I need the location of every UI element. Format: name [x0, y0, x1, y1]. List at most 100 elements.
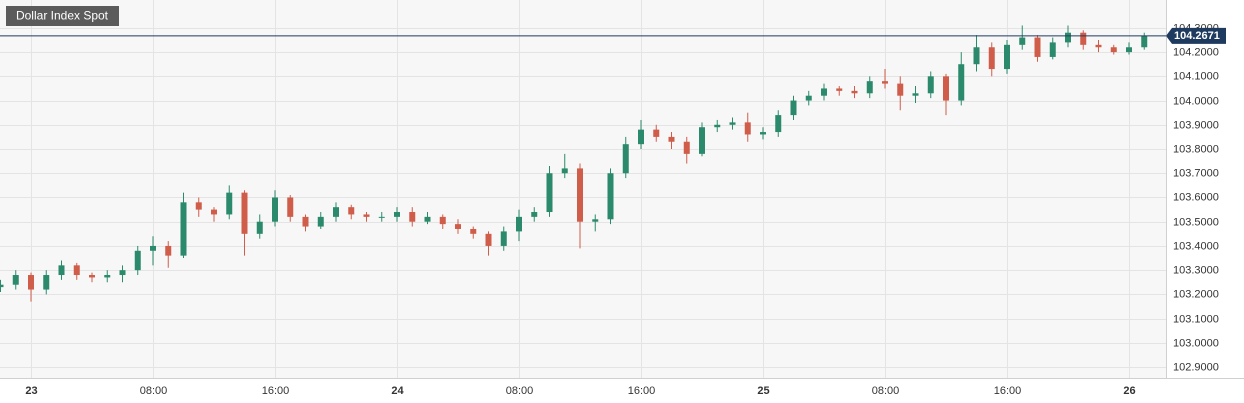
- candle-body: [1110, 47, 1117, 53]
- x-tick-label: 08:00: [506, 385, 534, 397]
- candle-body: [1126, 47, 1132, 53]
- candle-body: [1019, 37, 1026, 45]
- candle-body: [790, 100, 797, 116]
- title-box: [6, 6, 119, 26]
- candle-body: [683, 141, 690, 154]
- candle-body: [256, 221, 263, 234]
- y-tick-label: 103.4000: [1173, 240, 1219, 252]
- last-price-box: [1166, 27, 1226, 44]
- x-tick-label: 26: [1123, 385, 1135, 397]
- candle-body: [607, 173, 614, 220]
- candle-body: [531, 212, 538, 217]
- candle-body: [394, 212, 400, 217]
- candle-body: [211, 209, 217, 215]
- candle-body: [287, 197, 294, 217]
- candle-body: [73, 265, 80, 276]
- y-tick-label: 103.6000: [1173, 191, 1219, 203]
- candle-body: [775, 115, 782, 133]
- y-tick-label: 103.0000: [1173, 337, 1219, 349]
- x-tick-label: 25: [757, 385, 769, 397]
- candle-body: [836, 88, 843, 91]
- candle-body: [729, 122, 736, 125]
- candle-body: [12, 275, 19, 285]
- candle-body: [500, 231, 507, 246]
- y-tick-label: 103.7000: [1173, 167, 1219, 179]
- chart-title: Dollar Index Spot: [16, 9, 109, 23]
- candle-body: [363, 214, 370, 217]
- candle-body: [577, 168, 583, 222]
- candle-body: [714, 124, 721, 128]
- x-tick-label: 08:00: [872, 385, 900, 397]
- candle-body: [622, 144, 629, 174]
- candle-body: [638, 129, 644, 145]
- candle-body: [134, 250, 141, 271]
- candle-body: [89, 275, 95, 278]
- candle-body: [927, 76, 934, 94]
- candle-body: [378, 216, 385, 218]
- candle-body: [409, 212, 416, 222]
- candle-body: [805, 95, 812, 101]
- candle-body: [272, 197, 278, 222]
- candle-body: [104, 275, 111, 278]
- y-tick-label: 104.1000: [1173, 70, 1219, 82]
- candle-body: [653, 129, 660, 137]
- candle-body: [1065, 32, 1071, 43]
- x-tick-label: 16:00: [994, 385, 1022, 397]
- candle-body: [1049, 42, 1056, 57]
- candle-body: [882, 81, 888, 84]
- y-tick-label: 104.0000: [1173, 95, 1219, 107]
- candle-body: [424, 216, 431, 222]
- candle-body: [241, 192, 248, 234]
- candle-body: [958, 64, 965, 101]
- candle-body: [744, 122, 751, 135]
- candle-body: [1004, 44, 1010, 70]
- candle-body: [668, 136, 675, 142]
- candle-body: [912, 93, 919, 96]
- x-tick-label: 16:00: [628, 385, 656, 397]
- candle-body: [546, 173, 553, 213]
- y-tick-label: 103.3000: [1173, 264, 1219, 276]
- candle-body: [150, 245, 156, 251]
- candle-body: [226, 192, 233, 215]
- labels: 102.9000 103.0000 103.1000 103.2000 103.3000…: [25, 22, 1226, 397]
- candle-body: [180, 202, 187, 256]
- candle-body: [821, 88, 827, 96]
- candle-body: [699, 127, 705, 154]
- candle-body: [1141, 35, 1148, 48]
- x-tick-label: 08:00: [140, 385, 168, 397]
- candle-body: [43, 275, 50, 290]
- candle-body: [943, 76, 949, 101]
- candle-body: [988, 47, 995, 70]
- candle-body: [516, 216, 522, 232]
- candle-body: [195, 202, 202, 210]
- candle-body: [348, 207, 355, 215]
- candle-body: [1034, 37, 1041, 57]
- candle-body: [165, 245, 172, 256]
- candle-body: [760, 132, 766, 135]
- candle-body: [333, 207, 339, 217]
- candle-body: [897, 83, 904, 96]
- candle-body: [866, 81, 873, 94]
- candle-body: [317, 216, 324, 227]
- candle-body: [28, 275, 34, 290]
- candle-body: [439, 216, 446, 225]
- candle-body: [1095, 44, 1102, 48]
- y-tick-label: 102.9000: [1173, 361, 1219, 373]
- y-tick-label: 103.1000: [1173, 313, 1219, 325]
- candle-body: [455, 224, 461, 229]
- candle-body: [851, 90, 858, 94]
- y-tick-label: 103.8000: [1173, 143, 1219, 155]
- candle-body: [973, 47, 980, 65]
- candle-body: [119, 270, 126, 276]
- candle-body: [302, 216, 309, 227]
- candle-body: [1080, 32, 1087, 45]
- candle-body: [58, 265, 65, 276]
- candle-body: [470, 228, 477, 234]
- x-tick-label: 24: [391, 385, 404, 397]
- candle-body: [485, 233, 492, 246]
- y-tick-label: 103.5000: [1173, 216, 1219, 228]
- candle-body: [0, 284, 4, 288]
- candle-body: [561, 168, 568, 174]
- y-tick-label: 103.9000: [1173, 119, 1219, 131]
- x-tick-label: 16:00: [262, 385, 290, 397]
